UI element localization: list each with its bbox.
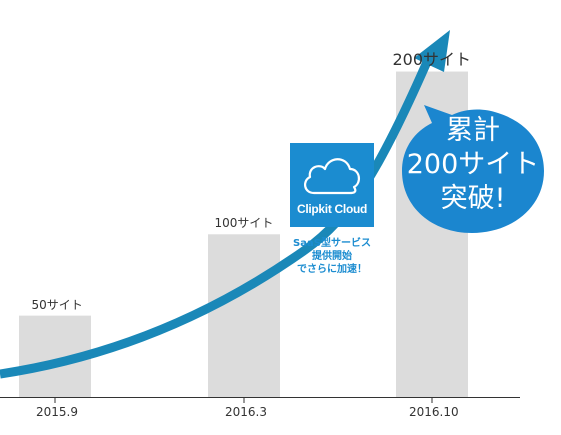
bar-value-label: 100サイト — [214, 216, 274, 231]
trend-arrow-line — [0, 53, 435, 379]
speech-bubble — [402, 105, 544, 233]
x-tick-label: 2016.10 — [409, 405, 459, 419]
product-name: Clipkit Cloud — [296, 202, 368, 216]
bar — [208, 234, 280, 397]
trend-arrow-head — [414, 30, 450, 72]
x-tick-label: 2015.9 — [36, 405, 78, 419]
bubble-line: 累計 — [446, 115, 500, 146]
callout-note-line: SaaS型サービス — [293, 238, 371, 249]
callout-note: SaaS型サービス 提供開始 でさらに加速！ — [268, 237, 396, 276]
bubble-text: 累計 200サイト 突破! — [400, 114, 546, 216]
callout-note-line: でさらに加速！ — [297, 264, 367, 275]
x-tick-label: 2016.3 — [225, 405, 267, 419]
callout-note-line: 提供開始 — [312, 251, 352, 262]
bubble-line: 200サイト — [406, 149, 540, 180]
bubble-line: 突破! — [440, 183, 506, 214]
bar-value-label: 200サイト — [392, 49, 472, 69]
cloud-icon — [304, 158, 360, 195]
bar-value-label: 50サイト — [31, 297, 83, 312]
product-logo-box: Clipkit Cloud — [290, 143, 374, 227]
